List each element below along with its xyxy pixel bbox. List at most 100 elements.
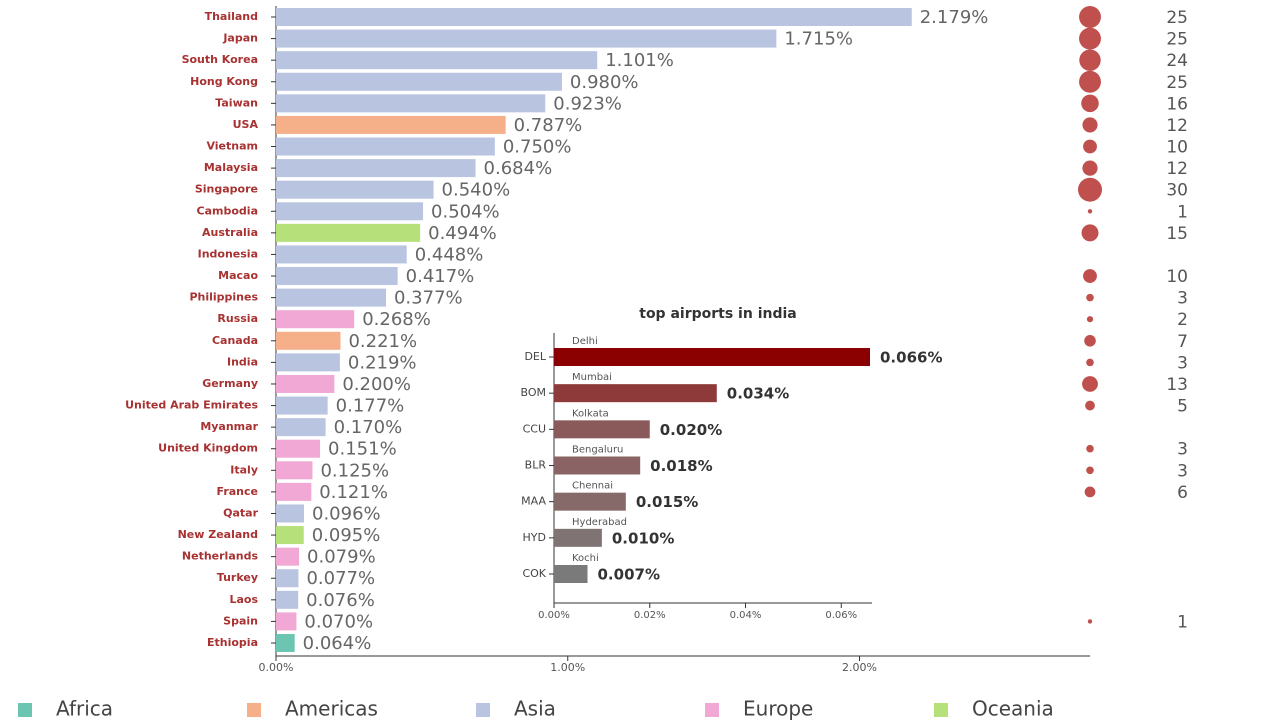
inset-x-tick-label: 0.00% bbox=[538, 610, 570, 621]
count-bubble bbox=[1084, 334, 1096, 347]
value-label: 0.079% bbox=[307, 547, 376, 568]
bar bbox=[276, 547, 300, 566]
bar bbox=[276, 590, 299, 609]
category-label: Myanmar bbox=[200, 420, 258, 433]
bar bbox=[276, 94, 546, 113]
inset-title: top airports in india bbox=[639, 306, 796, 322]
value-label: 0.221% bbox=[348, 331, 417, 352]
inset-x-tick-label: 0.04% bbox=[730, 610, 762, 621]
count-bubble bbox=[1079, 27, 1101, 50]
bar bbox=[276, 180, 434, 199]
bar bbox=[276, 526, 304, 545]
value-label: 0.151% bbox=[328, 439, 397, 460]
count-bubble bbox=[1086, 444, 1094, 453]
count-label: 16 bbox=[1166, 94, 1188, 114]
category-label: Thailand bbox=[205, 10, 258, 23]
category-label: Germany bbox=[202, 377, 258, 390]
legend-label: Asia bbox=[514, 697, 556, 721]
category-label: Philippines bbox=[189, 291, 258, 304]
bar bbox=[276, 310, 355, 329]
count-label: 3 bbox=[1177, 289, 1188, 309]
value-label: 0.787% bbox=[514, 115, 583, 136]
bar bbox=[276, 418, 326, 437]
count-bubble bbox=[1082, 117, 1098, 133]
count-label: 25 bbox=[1166, 8, 1188, 28]
legend-label: Europe bbox=[743, 697, 813, 721]
bar bbox=[276, 482, 312, 501]
inset-bar bbox=[554, 456, 641, 475]
bar bbox=[276, 439, 321, 458]
value-label: 0.980% bbox=[570, 72, 639, 93]
category-label: USA bbox=[233, 118, 259, 131]
value-label: 0.076% bbox=[306, 590, 375, 611]
bar bbox=[276, 353, 340, 372]
count-bubble bbox=[1078, 177, 1102, 202]
category-label: Spain bbox=[223, 614, 258, 627]
count-label: 12 bbox=[1166, 159, 1188, 179]
count-bubble bbox=[1085, 400, 1095, 411]
inset-category-label: MAA bbox=[521, 495, 546, 508]
bar bbox=[276, 202, 424, 221]
category-label: Laos bbox=[229, 593, 258, 606]
legend-label: Africa bbox=[56, 697, 113, 721]
count-label: 3 bbox=[1177, 353, 1188, 373]
value-label: 0.125% bbox=[320, 460, 389, 481]
count-bubble bbox=[1083, 139, 1097, 154]
legend-swatch bbox=[705, 703, 719, 717]
inset-bar bbox=[554, 348, 870, 366]
value-label: 0.200% bbox=[342, 374, 411, 395]
category-label: Russia bbox=[217, 312, 258, 325]
category-label: Hong Kong bbox=[190, 75, 258, 88]
inset-category-label: BOM bbox=[520, 386, 546, 399]
value-label: 1.101% bbox=[605, 50, 674, 71]
count-bubble bbox=[1079, 70, 1101, 93]
count-label: 13 bbox=[1166, 375, 1188, 395]
legend-swatch bbox=[247, 703, 261, 717]
category-label: Turkey bbox=[217, 571, 258, 584]
count-label: 3 bbox=[1177, 461, 1188, 481]
inset-city-label: Delhi bbox=[572, 336, 598, 347]
count-label: 1 bbox=[1177, 202, 1188, 222]
count-label: 30 bbox=[1166, 181, 1188, 201]
inset-value-label: 0.066% bbox=[880, 349, 942, 367]
category-label: Singapore bbox=[195, 183, 258, 196]
count-label: 25 bbox=[1166, 30, 1188, 50]
count-label: 2 bbox=[1177, 310, 1188, 330]
count-label: 1 bbox=[1177, 612, 1188, 632]
inset-city-label: Bengaluru bbox=[572, 445, 623, 456]
bar bbox=[276, 288, 386, 307]
inset-value-label: 0.015% bbox=[636, 493, 698, 511]
bar bbox=[276, 115, 506, 134]
inset-bar bbox=[554, 528, 602, 547]
count-label: 5 bbox=[1177, 397, 1188, 417]
inset-category-label: BLR bbox=[525, 459, 547, 472]
bar bbox=[276, 267, 398, 286]
count-bubble bbox=[1086, 358, 1094, 367]
value-label: 0.504% bbox=[431, 201, 500, 222]
legend-swatch bbox=[934, 703, 948, 717]
inset-category-label: CCU bbox=[523, 422, 546, 435]
value-label: 0.417% bbox=[406, 266, 475, 287]
bar bbox=[276, 159, 476, 178]
count-bubble bbox=[1086, 293, 1094, 302]
x-tick-label: 1.00% bbox=[550, 661, 585, 674]
count-label: 25 bbox=[1166, 73, 1188, 93]
count-bubble bbox=[1083, 269, 1097, 283]
bar bbox=[276, 569, 299, 588]
category-label: Qatar bbox=[223, 506, 258, 519]
category-label: South Korea bbox=[182, 53, 258, 66]
category-label: Australia bbox=[202, 226, 258, 239]
count-label: 12 bbox=[1166, 116, 1188, 136]
count-label: 10 bbox=[1166, 138, 1188, 158]
inset-city-label: Mumbai bbox=[572, 372, 612, 383]
value-label: 0.121% bbox=[319, 482, 388, 503]
count-bubble bbox=[1087, 619, 1093, 624]
category-label: Vietnam bbox=[206, 140, 258, 153]
category-label: Taiwan bbox=[215, 96, 258, 109]
category-label: United Kingdom bbox=[158, 442, 258, 455]
legend-label: Americas bbox=[285, 697, 378, 721]
category-label: New Zealand bbox=[178, 528, 258, 541]
bar bbox=[276, 331, 341, 350]
category-label: Macao bbox=[218, 269, 258, 282]
bar bbox=[276, 634, 295, 652]
